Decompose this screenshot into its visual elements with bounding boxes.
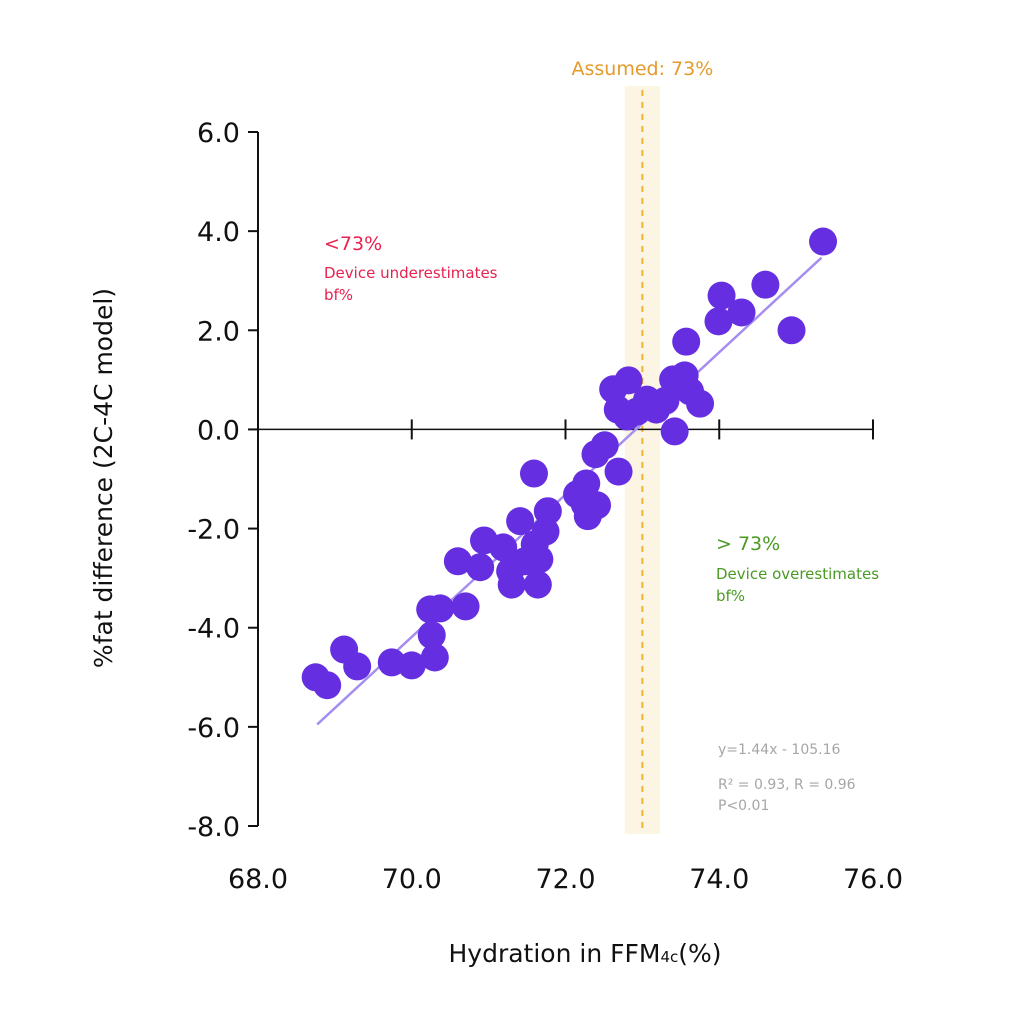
under-annotation-line1: Device underestimates — [324, 264, 498, 282]
under-annotation-line2: bf% — [324, 286, 353, 304]
p-value: P<0.01 — [718, 798, 769, 814]
y-tick-label: -2.0 — [187, 515, 240, 546]
y-axis-title: %fat difference (2C-4C model) — [89, 288, 118, 668]
data-point — [489, 533, 518, 562]
data-points — [301, 227, 838, 700]
regression-equation: y=1.44x - 105.16 — [718, 742, 841, 758]
data-point — [531, 517, 560, 546]
data-point — [420, 643, 449, 672]
data-point — [523, 570, 552, 599]
data-point — [590, 431, 619, 460]
data-point — [343, 652, 372, 681]
x-axis-title: Hydration in FFM4c(%) — [448, 939, 721, 968]
y-tick-label: -6.0 — [187, 713, 240, 744]
over-annotation-line2: bf% — [716, 587, 745, 605]
correlation-values: R² = 0.93, R = 0.96 — [718, 777, 856, 793]
x-axis: 68.0 70.0 72.0 74.0 76.0 — [228, 419, 903, 895]
data-point — [313, 671, 342, 700]
data-point — [497, 570, 526, 599]
data-point — [604, 457, 633, 486]
data-point — [519, 459, 548, 488]
data-point — [727, 298, 756, 327]
assumed-label: Assumed: 73% — [571, 58, 713, 80]
data-point — [451, 592, 480, 621]
data-point — [572, 469, 601, 498]
y-tick-label: -8.0 — [187, 812, 240, 843]
x-tick-label: 72.0 — [535, 864, 595, 895]
data-point — [443, 547, 472, 576]
data-point — [614, 366, 643, 395]
x-axis-title-main: Hydration in FFM — [448, 939, 660, 968]
data-point — [426, 594, 455, 623]
data-point — [466, 553, 495, 582]
y-tick-label: 0.0 — [197, 415, 240, 446]
data-point — [809, 227, 838, 256]
data-point — [533, 497, 562, 526]
x-tick-label: 76.0 — [843, 864, 903, 895]
data-point — [525, 545, 554, 574]
data-point — [397, 651, 426, 680]
data-point — [660, 417, 689, 446]
y-tick-label: 6.0 — [197, 118, 240, 149]
x-tick-label: 74.0 — [689, 864, 749, 895]
data-point — [707, 281, 736, 310]
x-axis-title-subscript: 4c — [660, 948, 678, 966]
x-tick-label: 68.0 — [228, 864, 288, 895]
data-point — [672, 327, 701, 356]
y-tick-label: 2.0 — [197, 316, 240, 347]
y-tick-label: -4.0 — [187, 614, 240, 645]
data-point — [417, 621, 446, 650]
x-tick-label: 70.0 — [382, 864, 442, 895]
over-annotation-heading: > 73% — [716, 533, 780, 555]
y-tick-label: 4.0 — [197, 217, 240, 248]
data-point — [651, 386, 680, 415]
under-annotation-heading: <73% — [324, 233, 382, 255]
data-point — [686, 389, 715, 418]
x-axis-title-suffix: (%) — [678, 939, 721, 968]
y-axis: 6.0 4.0 2.0 0.0 -2.0 -4.0 -6.0 -8.0 — [187, 118, 259, 843]
data-point — [506, 507, 535, 536]
over-annotation-line1: Device overestimates — [716, 565, 879, 583]
data-point — [777, 316, 806, 345]
data-point — [573, 502, 602, 531]
data-point — [751, 270, 780, 299]
data-point — [704, 307, 733, 336]
